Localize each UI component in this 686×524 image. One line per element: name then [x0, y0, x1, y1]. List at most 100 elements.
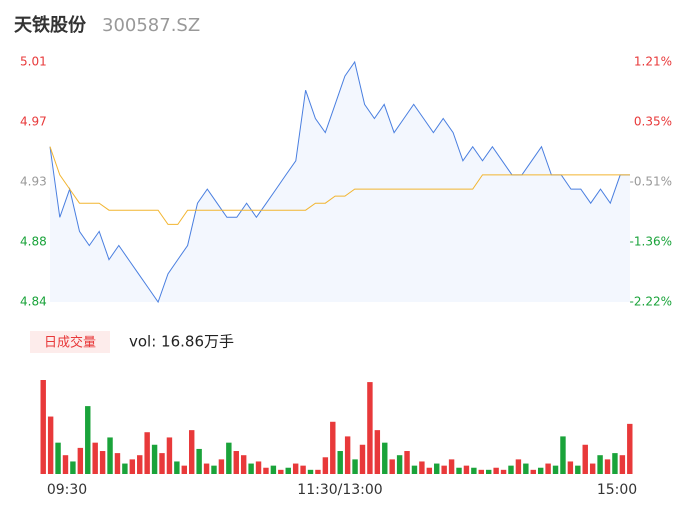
volume-tag-bg: [30, 331, 110, 353]
stock-code: 300587.SZ: [102, 15, 200, 36]
volume-bar: [189, 430, 195, 474]
volume-bar: [382, 442, 388, 474]
volume-bar: [619, 455, 626, 474]
volume-bar: [604, 459, 611, 474]
volume-bar: [40, 380, 46, 474]
volume-bar: [47, 416, 54, 474]
volume-bar: [129, 459, 136, 474]
volume-bar: [137, 455, 143, 474]
volume-bar: [404, 451, 410, 474]
volume-bar: [411, 465, 418, 474]
volume-bar: [233, 451, 239, 474]
volume-bar: [114, 453, 121, 474]
volume-bar: [263, 467, 269, 474]
volume-bar: [367, 382, 373, 474]
volume-bar: [523, 463, 529, 474]
volume-bar: [389, 459, 395, 474]
x-tick-label: 11:30/13:00: [297, 482, 382, 498]
volume-bar: [441, 465, 447, 474]
volume-bar: [508, 465, 514, 474]
volume-bar: [174, 461, 180, 474]
volume-bar: [330, 421, 336, 474]
volume-bar: [352, 459, 358, 474]
y-tick-label: 4.84: [20, 295, 47, 309]
volume-bar: [374, 430, 381, 474]
volume-bar: [463, 465, 470, 474]
volume-bar: [426, 467, 433, 474]
volume-bar: [396, 455, 403, 474]
volume-bar: [107, 437, 113, 474]
volume-bar: [240, 455, 247, 474]
volume-bar: [211, 465, 217, 474]
volume-bar: [181, 465, 187, 474]
volume-bar: [486, 469, 492, 474]
volume-bar: [500, 469, 507, 474]
volume-bar: [597, 455, 603, 474]
y-tick-label: 5.01: [20, 55, 47, 69]
y2-tick-label: 0.35%: [634, 115, 672, 129]
volume-bar: [85, 406, 91, 474]
volume-bar: [589, 463, 596, 474]
y-tick-label: 4.88: [20, 235, 47, 249]
average-line: [49, 146, 630, 225]
stock-name: 天铁股份: [14, 14, 87, 36]
volume-summary: vol: 16.86万手: [129, 333, 234, 351]
volume-bar: [493, 467, 499, 474]
volume-bar: [144, 432, 150, 474]
volume-bar: [575, 465, 581, 474]
volume-bar: [567, 461, 574, 474]
volume-bar: [218, 459, 225, 474]
volume-bar: [552, 465, 559, 474]
volume-bar: [70, 461, 76, 474]
volume-bar: [337, 451, 343, 474]
volume-bar: [537, 467, 544, 474]
volume-bar: [419, 461, 425, 474]
volume-bar: [515, 459, 522, 474]
y-tick-label: 4.97: [20, 115, 47, 129]
volume-bar: [456, 467, 462, 474]
volume-bar: [270, 465, 277, 474]
volume-bar: [255, 461, 262, 474]
y2-tick-label: -0.51%: [630, 175, 672, 189]
x-tick-label: 15:00: [597, 482, 637, 498]
volume-bar: [434, 463, 440, 474]
volume-bar: [285, 467, 291, 474]
volume-bar: [159, 453, 165, 474]
y-tick-label: 4.93: [20, 175, 47, 189]
price-area: [50, 62, 630, 302]
volume-bar: [627, 423, 633, 474]
volume-bar: [77, 447, 84, 474]
volume-bar: [292, 463, 299, 474]
volume-bar: [322, 457, 329, 474]
volume-bar: [315, 469, 321, 474]
y2-tick-label: 1.21%: [634, 55, 672, 69]
volume-bar: [62, 455, 69, 474]
volume-bar: [122, 463, 128, 474]
volume-bar: [92, 442, 98, 474]
price-line: [49, 60, 630, 304]
volume-bar: [448, 459, 455, 474]
volume-bar: [478, 469, 484, 474]
volume-bar: [530, 469, 536, 474]
volume-bar: [226, 442, 232, 474]
volume-bar: [560, 436, 566, 474]
volume-bar: [166, 437, 173, 474]
volume-bar: [612, 453, 618, 474]
volume-bar: [248, 463, 254, 474]
x-tick-label: 09:30: [47, 482, 87, 498]
volume-bar: [359, 444, 366, 474]
volume-bar: [196, 448, 202, 474]
volume-bar: [545, 463, 551, 474]
volume-bar: [278, 469, 284, 474]
volume-bar: [344, 436, 351, 474]
volume-bar: [307, 469, 314, 474]
y2-tick-label: -2.22%: [630, 295, 672, 309]
volume-bar: [151, 444, 158, 474]
volume-bar: [203, 463, 210, 474]
volume-tag: 日成交量: [44, 335, 96, 351]
volume-bar: [300, 465, 306, 474]
volume-bar: [99, 451, 106, 474]
y2-tick-label: -1.36%: [630, 235, 672, 249]
